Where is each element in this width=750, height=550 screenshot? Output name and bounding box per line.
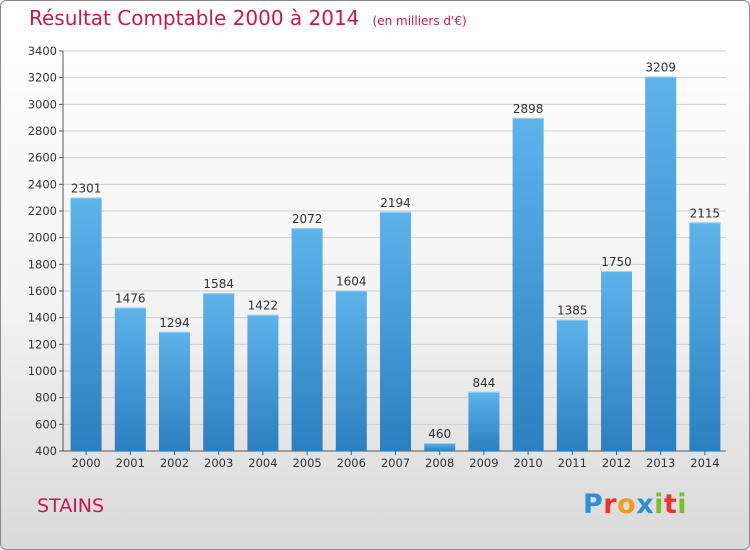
proxiti-logo: Proxiti [583, 489, 687, 520]
logo-letter: t [663, 489, 678, 520]
x-tick-label: 2014 [690, 456, 719, 470]
y-tick-label: 1800 [28, 257, 57, 271]
labels: 400 600 800 1000 1200 1400 1600 1800 2000 2200 240… [28, 44, 720, 470]
y-tick-label: 1400 [28, 311, 57, 325]
x-tick-label: 2011 [558, 456, 587, 470]
logo-letter: r [603, 489, 618, 520]
x-tick-label: 2007 [381, 456, 410, 470]
y-tick-label: 1200 [28, 337, 57, 351]
logo-letter: i [677, 489, 688, 520]
x-tick-label: 2003 [204, 456, 233, 470]
data-label: 1294 [159, 316, 190, 330]
x-tick-label: 2009 [469, 456, 498, 470]
bar [468, 391, 500, 451]
x-tick-label: 2005 [292, 456, 321, 470]
logo-letter: o [617, 489, 637, 520]
place-name: STAINS [37, 495, 105, 517]
chart-title-block: Résultat Comptable 2000 à 2014 (en milli… [29, 6, 467, 30]
data-label: 1422 [248, 299, 279, 313]
y-tick-label: 3200 [28, 71, 57, 85]
chart-title: Résultat Comptable 2000 à 2014 [29, 6, 360, 30]
bar [512, 117, 544, 451]
y-tick-label: 3400 [28, 44, 57, 58]
logo-letter: i [654, 489, 664, 520]
x-tick-label: 2000 [71, 456, 100, 470]
y-tick-label: 2600 [28, 151, 57, 165]
y-tick-label: 2400 [28, 177, 57, 191]
x-tick-label: 2001 [116, 456, 145, 470]
data-label: 844 [472, 376, 495, 390]
bar [159, 331, 190, 451]
data-label: 3209 [645, 60, 676, 74]
logo-letter: P [583, 489, 604, 520]
x-tick-label: 2008 [425, 456, 454, 470]
y-tick-label: 600 [35, 417, 57, 431]
data-label: 2301 [71, 182, 102, 196]
data-label: 1584 [203, 277, 234, 291]
y-tick-label: 2200 [28, 204, 57, 218]
y-tick-label: 800 [35, 391, 57, 405]
data-label: 2072 [292, 212, 323, 226]
data-label: 1750 [601, 255, 632, 269]
y-tick-label: 2000 [28, 231, 57, 245]
bar [424, 443, 456, 451]
bar [247, 314, 279, 451]
bar [556, 319, 588, 451]
y-tick-label: 3000 [28, 97, 57, 111]
x-tick-label: 2006 [337, 456, 366, 470]
data-label: 460 [428, 427, 451, 441]
bar [203, 293, 235, 451]
data-label: 2898 [513, 102, 544, 116]
y-tick-label: 400 [35, 444, 57, 458]
chart-unit: (en milliers d'€) [372, 14, 467, 28]
bars [70, 76, 721, 451]
data-label: 2115 [690, 206, 721, 220]
bar [114, 307, 146, 451]
logo-letter: x [636, 489, 655, 520]
data-label: 2194 [380, 196, 411, 210]
x-tick-label: 2002 [160, 456, 189, 470]
x-tick-label: 2013 [646, 456, 675, 470]
data-label: 1385 [557, 304, 588, 318]
y-tick-label: 1000 [28, 364, 57, 378]
bar [291, 228, 323, 451]
x-tick-label: 2004 [248, 456, 277, 470]
data-label: 1604 [336, 274, 367, 288]
y-tick-label: 2800 [28, 124, 57, 138]
bar [601, 271, 632, 451]
bar [645, 76, 677, 451]
bar [335, 290, 367, 451]
bar [689, 222, 721, 451]
x-tick-label: 2010 [513, 456, 542, 470]
bar [380, 211, 411, 451]
y-tick-label: 1600 [28, 284, 57, 298]
x-tick-label: 2012 [602, 456, 631, 470]
bar [70, 197, 102, 451]
data-label: 1476 [115, 292, 146, 306]
